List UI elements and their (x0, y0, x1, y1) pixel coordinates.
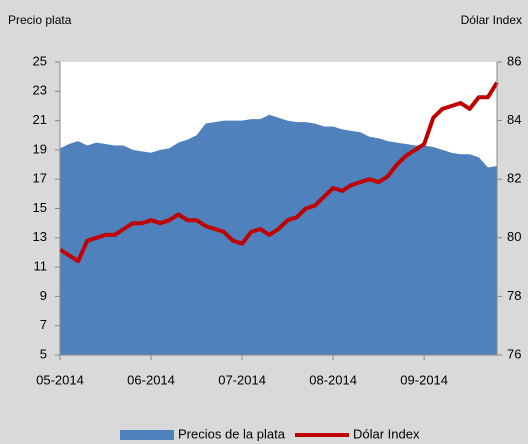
area (60, 114, 497, 355)
y-tick-label: 23 (33, 83, 47, 98)
legend-label: Dólar Index (353, 426, 420, 441)
y-tick-label: 5 (40, 346, 47, 361)
y2-tick-label: 76 (507, 346, 521, 361)
y-tick-label: 25 (33, 53, 47, 68)
x-tick-label: 07-2014 (218, 372, 266, 387)
x-tick-label: 08-2014 (309, 372, 357, 387)
y2-tick-label: 84 (507, 112, 521, 127)
y-tick-label: 11 (34, 259, 48, 274)
y-axis-title: Precio plata (8, 13, 72, 27)
y-tick-label: 9 (40, 288, 47, 303)
x-tick-label: 06-2014 (127, 372, 175, 387)
y2-tick-label: 86 (507, 53, 521, 68)
y2-tick-label: 82 (507, 171, 521, 186)
y-tick-label: 17 (33, 171, 47, 186)
legend-label: Precios de la plata (178, 426, 286, 441)
y2-tick-label: 78 (507, 288, 521, 303)
y-tick-label: 7 (40, 317, 47, 332)
x-tick-label: 09-2014 (400, 372, 448, 387)
y-tick-label: 19 (33, 141, 47, 156)
y-tick-label: 13 (33, 229, 47, 244)
legend-swatch (120, 430, 174, 440)
y-tick-label: 21 (33, 112, 47, 127)
y2-axis-title: Dólar Index (461, 13, 522, 27)
x-tick-label: 05-2014 (36, 372, 84, 387)
y2-tick-label: 80 (507, 229, 521, 244)
line (58, 81, 499, 264)
y-tick-label: 15 (33, 200, 47, 215)
